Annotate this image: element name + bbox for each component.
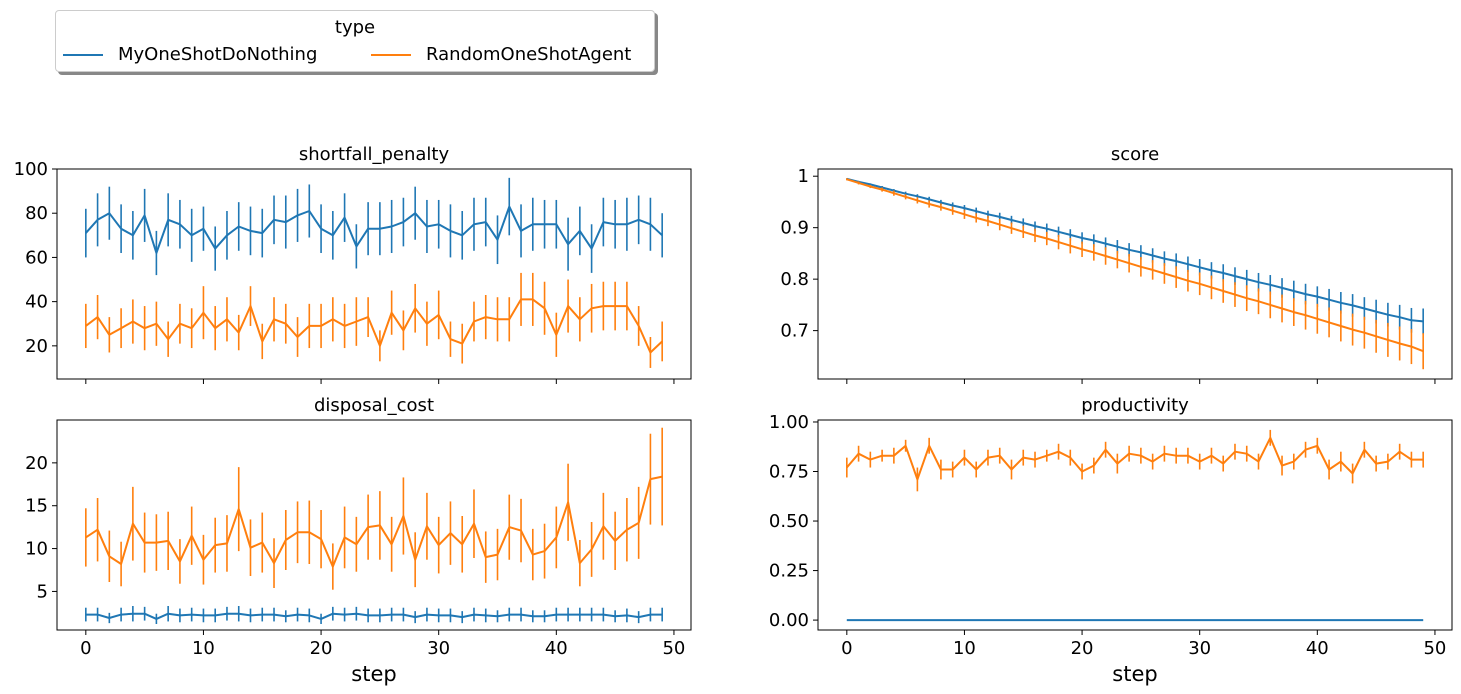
subplot-title: score: [1111, 144, 1159, 165]
legend-label-myoneshotdonothing: MyOneShotDoNothing: [118, 44, 318, 65]
axes-frame: [817, 419, 1453, 631]
legend-title: type: [334, 17, 376, 38]
series-myoneshotdonothing: [846, 177, 1424, 335]
subplot-shortfall-penalty: shortfall_penalty 20 40 60 80 100: [14, 144, 692, 384]
subplot-score: score 0.7 0.8 0.9 1: [780, 144, 1453, 384]
y-tick-label: 80: [25, 203, 48, 224]
axes-frame: [817, 168, 1453, 380]
y-tick-label: 0.9: [780, 218, 809, 239]
x-tick-label: 0: [80, 638, 91, 659]
y-tick-label: 0.8: [780, 269, 809, 290]
series-line-myoneshotdonothing: [85, 612, 663, 620]
y-tick-label: 0.50: [769, 511, 809, 532]
y-tick-label: 0.00: [769, 610, 809, 631]
series-randomoneshotagent: [846, 429, 1424, 492]
y-tick-label: 1.00: [769, 412, 809, 433]
x-tick-label: 30: [427, 638, 450, 659]
y-tick-label: 15: [25, 496, 48, 517]
y-tick-label: 0.75: [769, 462, 809, 483]
legend: type MyOneShotDoNothing RandomOneShotAge…: [55, 10, 655, 72]
axes-frame: [56, 168, 692, 380]
x-tick-label: 50: [662, 638, 685, 659]
x-axis-label: step: [1112, 662, 1157, 686]
x-tick-label: 10: [953, 638, 976, 659]
legend-swatch-myoneshotdonothing: [63, 54, 103, 56]
y-tick-label: 40: [25, 292, 48, 313]
x-tick-label: 20: [1071, 638, 1094, 659]
x-tick-label: 0: [841, 638, 852, 659]
y-tick-label: 0.25: [769, 561, 809, 582]
series-myoneshotdonothing: [85, 177, 663, 276]
x-tick-label: 40: [545, 638, 568, 659]
series-line-randomoneshotagent: [846, 178, 1424, 353]
series-randomoneshotagent: [846, 178, 1424, 370]
x-tick-label: 20: [310, 638, 333, 659]
y-tick-label: 100: [14, 159, 48, 180]
y-tick-label: 60: [25, 247, 48, 268]
legend-label-randomoneshotagent: RandomOneShotAgent: [426, 44, 632, 65]
subplot-title: disposal_cost: [314, 395, 434, 416]
y-tick-label: 20: [25, 453, 48, 474]
subplot-title: productivity: [1081, 395, 1189, 416]
subplot-disposal-cost: disposal_cost 0 10 20 30 40 50 5 10 15 20 step: [25, 395, 692, 686]
series-randomoneshotagent: [85, 272, 663, 368]
series-line-randomoneshotagent: [85, 298, 663, 354]
x-tick-label: 50: [1423, 638, 1446, 659]
x-tick-label: 30: [1188, 638, 1211, 659]
subplot-productivity: productivity 0 10 20 30 40 50 0.00 0.25 0.50 0.75 1…: [769, 395, 1453, 686]
y-tick-label: 20: [25, 336, 48, 357]
series-randomoneshotagent: [85, 427, 663, 590]
series-myoneshotdonothing: [85, 606, 663, 624]
legend-swatch-randomoneshotagent: [371, 54, 411, 56]
series-line-myoneshotdonothing: [846, 177, 1424, 323]
y-tick-label: 5: [37, 581, 48, 602]
series-line-randomoneshotagent: [85, 475, 663, 568]
y-tick-label: 10: [25, 539, 48, 560]
y-tick-label: 1: [798, 166, 809, 187]
x-tick-label: 40: [1306, 638, 1329, 659]
series-line-randomoneshotagent: [846, 436, 1424, 481]
x-axis-label: step: [351, 662, 396, 686]
subplot-title: shortfall_penalty: [299, 144, 450, 165]
y-tick-label: 0.7: [780, 321, 809, 342]
series-line-myoneshotdonothing: [85, 205, 663, 254]
x-tick-label: 10: [192, 638, 215, 659]
axes-frame: [56, 419, 692, 631]
